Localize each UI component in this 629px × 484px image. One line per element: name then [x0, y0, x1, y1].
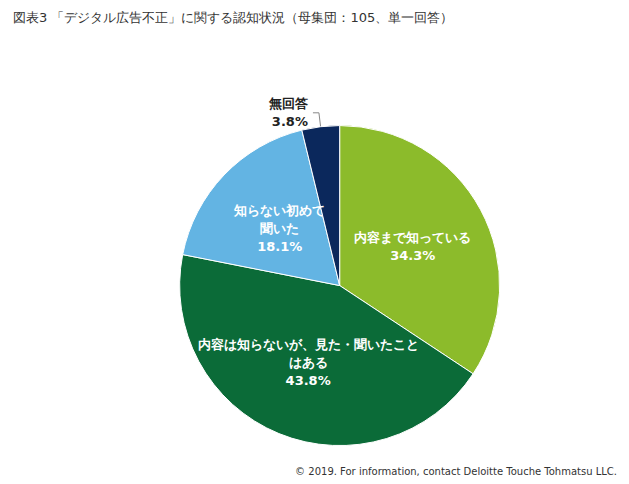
svg-text:内容は知らないが、見た・聞いたこと: 内容は知らないが、見た・聞いたこと: [198, 337, 419, 352]
svg-text:聞いた: 聞いた: [260, 221, 299, 236]
svg-text:43.8%: 43.8%: [286, 373, 331, 388]
svg-text:無回答: 無回答: [268, 96, 308, 111]
svg-text:図表3 「デジタル広告不正」に関する認知状況（母集団：105: 図表3 「デジタル広告不正」に関する認知状況（母集団：105、単一回答）: [13, 10, 453, 25]
svg-text:内容まで知っている: 内容まで知っている: [354, 230, 471, 245]
svg-text:3.8%: 3.8%: [272, 114, 308, 129]
svg-text:知らない初めて: 知らない初めて: [233, 203, 325, 218]
svg-text:© 2019. For information, conta: © 2019. For information, contact Deloitt…: [295, 466, 617, 477]
svg-text:はある: はある: [289, 355, 328, 370]
svg-text:34.3%: 34.3%: [390, 248, 435, 263]
svg-text:18.1%: 18.1%: [257, 239, 302, 254]
